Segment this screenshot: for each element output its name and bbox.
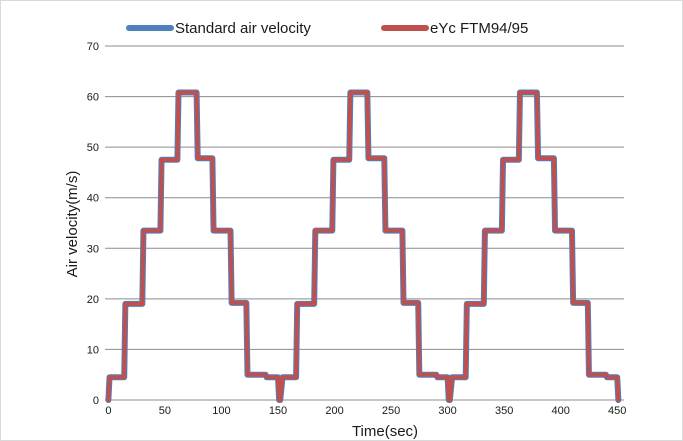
x-tick-label: 100 xyxy=(212,405,230,417)
series-line-0 xyxy=(105,89,622,403)
y-tick-label: 10 xyxy=(87,344,99,356)
legend-label-1: eYc FTM94/95 xyxy=(430,20,528,37)
legend-label-0: Standard air velocity xyxy=(175,20,311,37)
y-axis-title: Air velocity(m/s) xyxy=(64,171,81,278)
x-tick-label: 450 xyxy=(608,405,626,417)
y-tick-label: 40 xyxy=(87,193,99,205)
x-tick-label: 400 xyxy=(552,405,570,417)
x-tick-label: 0 xyxy=(105,405,111,417)
x-axis-title: Time(sec) xyxy=(352,423,418,440)
series-lines xyxy=(105,89,622,403)
x-tick-label: 200 xyxy=(325,405,343,417)
gridlines xyxy=(105,45,624,401)
y-tick-label: 70 xyxy=(87,41,99,53)
legend: Standard air velocity eYc FTM94/95 xyxy=(126,20,528,37)
y-tick-label: 30 xyxy=(87,243,99,255)
x-tick-label: 300 xyxy=(438,405,456,417)
y-axis-ticks: 0 10 20 30 40 50 60 70 xyxy=(87,41,99,407)
x-tick-label: 250 xyxy=(382,405,400,417)
x-tick-label: 350 xyxy=(495,405,513,417)
y-tick-label: 0 xyxy=(93,395,99,407)
y-tick-label: 60 xyxy=(87,92,99,104)
x-tick-label: 50 xyxy=(159,405,171,417)
y-tick-label: 20 xyxy=(87,294,99,306)
series-line-1 xyxy=(106,90,621,402)
x-axis-ticks: 0 50 100 150 200 250 300 350 400 450 xyxy=(105,405,626,417)
x-tick-label: 150 xyxy=(269,405,287,417)
y-tick-label: 50 xyxy=(87,142,99,154)
